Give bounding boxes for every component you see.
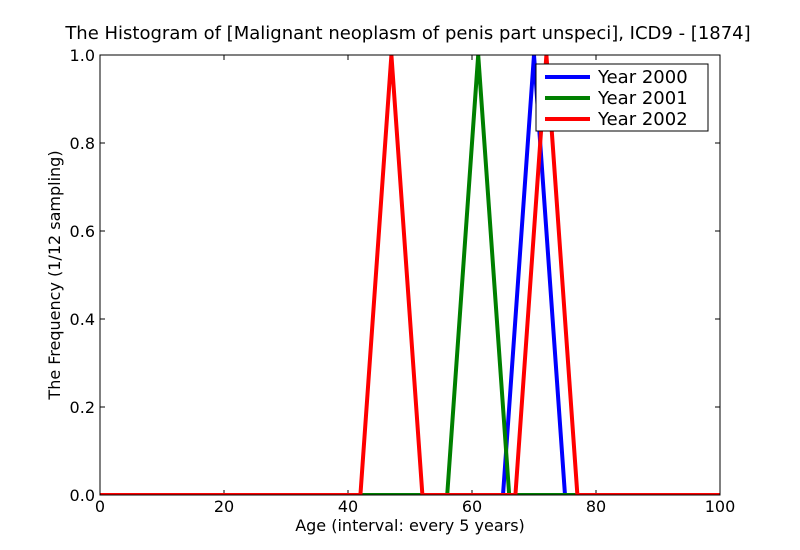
series-line-year-2002 [100, 55, 720, 495]
x-tick-label: 20 [214, 497, 234, 516]
plot-frame [99, 54, 721, 496]
series-lines [100, 55, 720, 495]
y-tick-label: 0.2 [70, 398, 95, 417]
axis-tick-labels: 0 20 40 60 80 100 0.0 0.2 0.4 0.6 0.8 1.0 [70, 46, 736, 516]
x-tick-label: 0 [95, 497, 105, 516]
legend-label: Year 2001 [597, 88, 688, 109]
x-tick-label: 60 [462, 497, 482, 516]
x-tick-label: 40 [338, 497, 358, 516]
legend-label: Year 2002 [597, 109, 688, 130]
y-tick-label: 1.0 [70, 46, 95, 65]
legend-label: Year 2000 [597, 67, 688, 88]
y-tick-label: 0.6 [70, 222, 95, 241]
x-axis-label: Age (interval: every 5 years) [295, 516, 525, 535]
y-axis-label: The Frequency (1/12 sampling) [45, 150, 64, 400]
x-tick-label: 80 [586, 497, 606, 516]
x-tick-label: 100 [705, 497, 736, 516]
y-tick-label: 0.8 [70, 134, 95, 153]
y-tick-label: 0.0 [70, 486, 95, 505]
chart-title: The Histogram of [Malignant neoplasm of … [64, 23, 750, 44]
y-tick-label: 0.4 [70, 310, 95, 329]
